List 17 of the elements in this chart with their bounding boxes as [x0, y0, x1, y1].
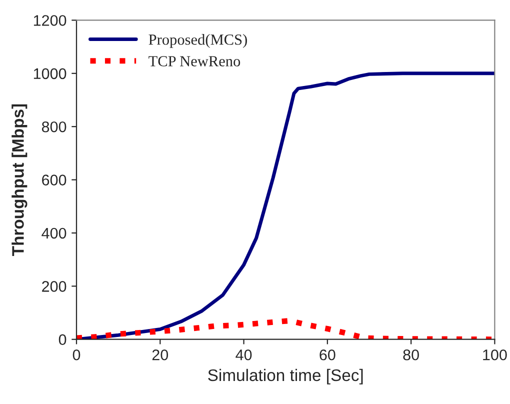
- y-tick-label: 1200: [34, 15, 66, 26]
- y-axis-title: Throughput [Mbps]: [12, 104, 28, 256]
- x-tick-label: 20: [152, 349, 168, 360]
- y-tick-label: 600: [42, 174, 66, 186]
- x-tick-label: 100: [483, 349, 507, 360]
- legend-label: TCP NewReno: [148, 56, 240, 66]
- y-tick-label: 1000: [34, 68, 66, 80]
- x-tick-label: 60: [320, 349, 336, 360]
- legend-label: Proposed(MCS): [148, 34, 247, 48]
- y-tick-label: 400: [42, 228, 66, 239]
- x-tick-label: 40: [236, 349, 252, 360]
- x-tick-label: 80: [403, 349, 419, 360]
- x-axis-title: Simulation time [Sec]: [208, 368, 363, 384]
- y-tick-label: 0: [58, 334, 66, 346]
- y-tick-label: 200: [42, 281, 66, 292]
- y-tick-label: 800: [42, 121, 66, 132]
- x-tick-label: 0: [72, 349, 80, 360]
